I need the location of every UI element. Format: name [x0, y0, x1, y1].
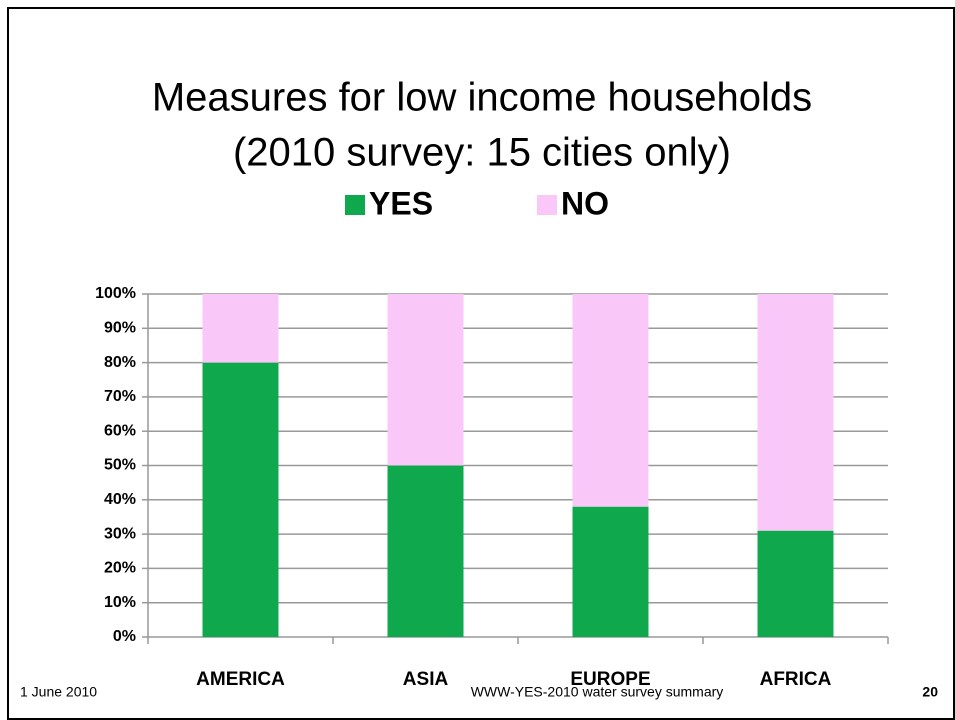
y-tick-label: 0% [113, 628, 136, 645]
y-tick-label: 10% [104, 594, 136, 611]
x-tick-label: AFRICA [760, 669, 832, 690]
chart-title: Measures for low income households [152, 76, 812, 120]
bar-segment [572, 294, 649, 507]
x-tick-label: AMERICA [196, 669, 285, 690]
bar-segment [757, 530, 834, 637]
bar-segment [757, 294, 834, 531]
x-tick-label: EUROPE [570, 669, 650, 690]
bar-segment [202, 294, 279, 363]
page-number: 20 [922, 684, 938, 700]
footer-date: 1 June 2010 [20, 684, 97, 700]
bar-segment [387, 294, 464, 466]
y-tick-label: 60% [104, 422, 136, 439]
legend-swatch [537, 195, 557, 215]
y-tick-label: 40% [104, 491, 136, 508]
bar-segment [572, 506, 649, 637]
legend-swatch [345, 195, 365, 215]
bar-segment [387, 465, 464, 637]
x-tick-label: ASIA [403, 669, 449, 690]
chart-subtitle: (2010 survey: 15 cities only) [233, 131, 731, 175]
bar-segment [202, 362, 279, 637]
legend-label: YES [369, 185, 433, 221]
y-tick-label: 70% [104, 388, 136, 405]
footer-text: WWW-YES-2010 water survey summary [471, 684, 724, 700]
y-tick-label: 90% [104, 320, 136, 337]
y-tick-label: 50% [104, 457, 136, 474]
y-tick-label: 30% [104, 525, 136, 542]
legend-label: NO [561, 185, 609, 221]
y-tick-label: 80% [104, 354, 136, 371]
y-tick-label: 100% [95, 285, 136, 302]
y-tick-label: 20% [104, 560, 136, 577]
slide-border [7, 7, 955, 720]
